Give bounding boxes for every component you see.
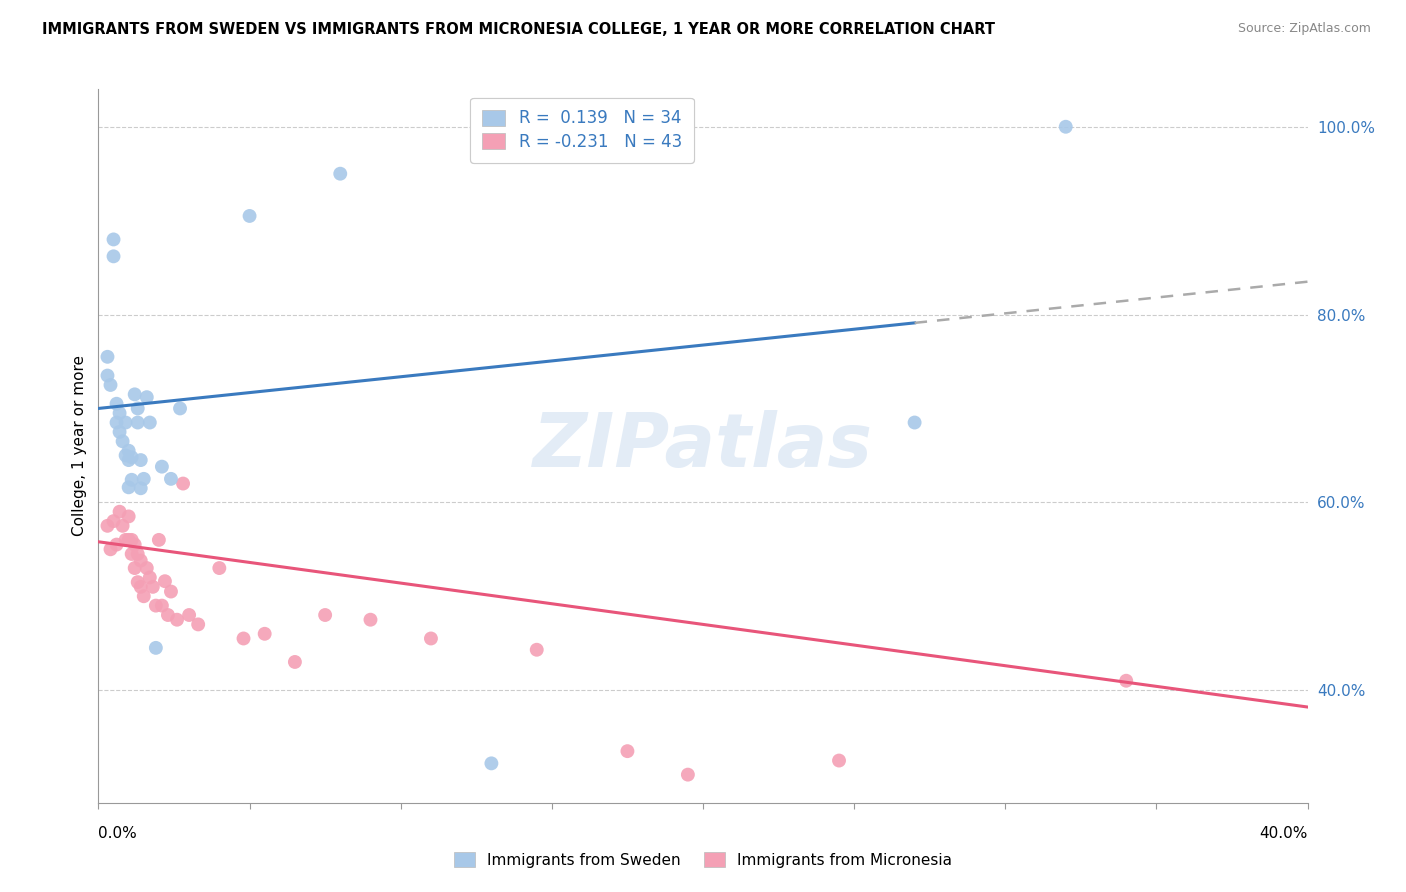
- Point: [118, 443, 141, 458]
- Point: [105, 397, 128, 411]
- Point: [239, 209, 262, 223]
- Point: [103, 232, 125, 246]
- Point: [111, 434, 134, 449]
- Point: [160, 472, 183, 486]
- Point: [114, 533, 136, 547]
- Point: [124, 561, 146, 575]
- Legend: R =  0.139   N = 34, R = -0.231   N = 43: R = 0.139 N = 34, R = -0.231 N = 43: [471, 97, 693, 162]
- Point: [139, 416, 162, 430]
- Point: [420, 632, 443, 646]
- Point: [156, 607, 179, 622]
- Point: [121, 473, 143, 487]
- Point: [232, 632, 254, 646]
- Point: [135, 561, 157, 575]
- Point: [121, 547, 143, 561]
- Point: [150, 459, 173, 474]
- Legend: Immigrants from Sweden, Immigrants from Micronesia: Immigrants from Sweden, Immigrants from …: [446, 845, 960, 875]
- Point: [135, 390, 157, 404]
- Point: [129, 453, 152, 467]
- Point: [150, 599, 173, 613]
- Text: 0.0%: 0.0%: [98, 826, 138, 841]
- Point: [127, 416, 149, 430]
- Point: [118, 480, 141, 494]
- Point: [166, 613, 188, 627]
- Point: [208, 561, 231, 575]
- Point: [118, 533, 141, 547]
- Point: [96, 350, 118, 364]
- Point: [118, 453, 141, 467]
- Point: [616, 744, 638, 758]
- Point: [828, 754, 851, 768]
- Point: [105, 416, 128, 430]
- Point: [145, 599, 167, 613]
- Point: [129, 481, 152, 495]
- Text: ZIPatlas: ZIPatlas: [533, 409, 873, 483]
- Point: [1054, 120, 1077, 134]
- Point: [329, 167, 352, 181]
- Point: [139, 570, 162, 584]
- Point: [284, 655, 307, 669]
- Point: [904, 416, 927, 430]
- Point: [1115, 673, 1137, 688]
- Point: [108, 505, 131, 519]
- Point: [314, 607, 336, 622]
- Point: [526, 642, 548, 657]
- Point: [108, 425, 131, 439]
- Point: [132, 589, 155, 603]
- Point: [114, 449, 136, 463]
- Point: [360, 613, 382, 627]
- Point: [253, 627, 276, 641]
- Point: [129, 580, 152, 594]
- Point: [153, 574, 176, 589]
- Point: [96, 368, 118, 383]
- Point: [148, 533, 170, 547]
- Point: [121, 450, 143, 465]
- Point: [172, 476, 194, 491]
- Point: [108, 406, 131, 420]
- Point: [96, 518, 118, 533]
- Text: Source: ZipAtlas.com: Source: ZipAtlas.com: [1237, 22, 1371, 36]
- Point: [127, 401, 149, 416]
- Point: [179, 607, 201, 622]
- Point: [169, 401, 191, 416]
- Point: [121, 533, 143, 547]
- Point: [145, 640, 167, 655]
- Point: [132, 472, 155, 486]
- Text: IMMIGRANTS FROM SWEDEN VS IMMIGRANTS FROM MICRONESIA COLLEGE, 1 YEAR OR MORE COR: IMMIGRANTS FROM SWEDEN VS IMMIGRANTS FRO…: [42, 22, 995, 37]
- Point: [676, 767, 699, 781]
- Point: [124, 538, 146, 552]
- Point: [160, 584, 183, 599]
- Text: 40.0%: 40.0%: [1260, 826, 1308, 841]
- Point: [127, 575, 149, 590]
- Point: [100, 378, 122, 392]
- Point: [111, 518, 134, 533]
- Point: [105, 538, 128, 552]
- Point: [127, 547, 149, 561]
- Y-axis label: College, 1 year or more: College, 1 year or more: [72, 356, 87, 536]
- Point: [129, 553, 152, 567]
- Point: [187, 617, 209, 632]
- Point: [103, 514, 125, 528]
- Point: [118, 509, 141, 524]
- Point: [481, 756, 503, 771]
- Point: [100, 542, 122, 557]
- Point: [114, 416, 136, 430]
- Point: [142, 580, 165, 594]
- Point: [124, 387, 146, 401]
- Point: [103, 249, 125, 263]
